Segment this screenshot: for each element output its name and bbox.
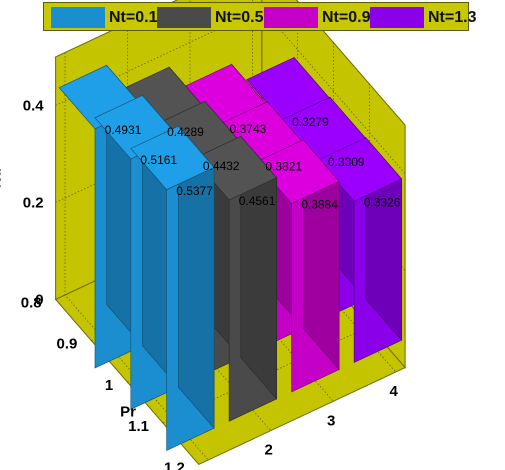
bar [130,125,215,451]
legend-item-nt-0-1: Nt=0.1 [51,7,157,28]
data-label: 0.5161 [140,153,177,167]
grid-line-x [64,52,209,461]
y-tick-label: 0.9 [57,336,78,353]
data-label: 0.5377 [176,184,213,198]
legend-swatch [157,7,211,28]
data-label: 0.3884 [301,198,338,212]
z-tick-label: 0 [35,291,43,308]
bar-top-face [192,136,278,201]
y-tick-label: 1.2 [164,459,185,470]
x-tick-label: 4 [390,383,399,400]
data-labels: 0.4931 0.5161 0.5377 0.4289 0.4432 0.4561 0.37… [105,115,401,212]
bar-top-face [317,137,403,202]
legend-label: Nt=0.5 [215,8,264,26]
legend-label: Nt=0.9 [322,8,371,26]
y-tick-label: 1 [105,377,113,394]
y-axis-label: Pr [120,403,136,420]
legend-label: Nt=1.3 [428,8,477,26]
bar [192,135,278,422]
legend-item-nt-0-9: Nt=0.9 [264,7,370,28]
data-label: 0.4289 [167,125,204,139]
data-label: 0.4931 [105,123,142,137]
data-label: 0.3821 [265,159,302,173]
legend-item-nt-0-5: Nt=0.5 [157,7,263,28]
data-label: 0.3279 [292,115,329,129]
legend-swatch [264,7,318,28]
data-label: 0.3309 [328,155,365,169]
bar-series [58,56,403,451]
data-label: 0.4432 [203,159,240,173]
y-tick-label: 0.8 [21,294,42,311]
legend-swatch [370,7,424,28]
data-label: 0.3326 [364,195,401,209]
bar [317,136,403,363]
z-axis-label: Nu [0,168,5,188]
data-label: 0.4561 [239,194,276,208]
bar-top-face [255,139,340,204]
legend-label: Nt=0.1 [109,8,158,26]
legend-item-nt-1-3: Nt=1.3 [370,7,476,28]
z-tick-label: 0.4 [23,97,45,114]
x-tick-label: 3 [327,412,335,429]
legend-swatch [51,7,105,28]
bar-top-face [130,125,215,191]
y-tick-label: 1.1 [128,418,149,435]
data-label: 0.3743 [230,122,267,136]
legend: Nt=0.1 Nt=0.5 Nt=0.9 Nt=1.3 [43,2,476,31]
bar [255,139,340,393]
x-tick-label: 2 [265,442,273,459]
z-tick-label: 0.2 [23,194,44,211]
